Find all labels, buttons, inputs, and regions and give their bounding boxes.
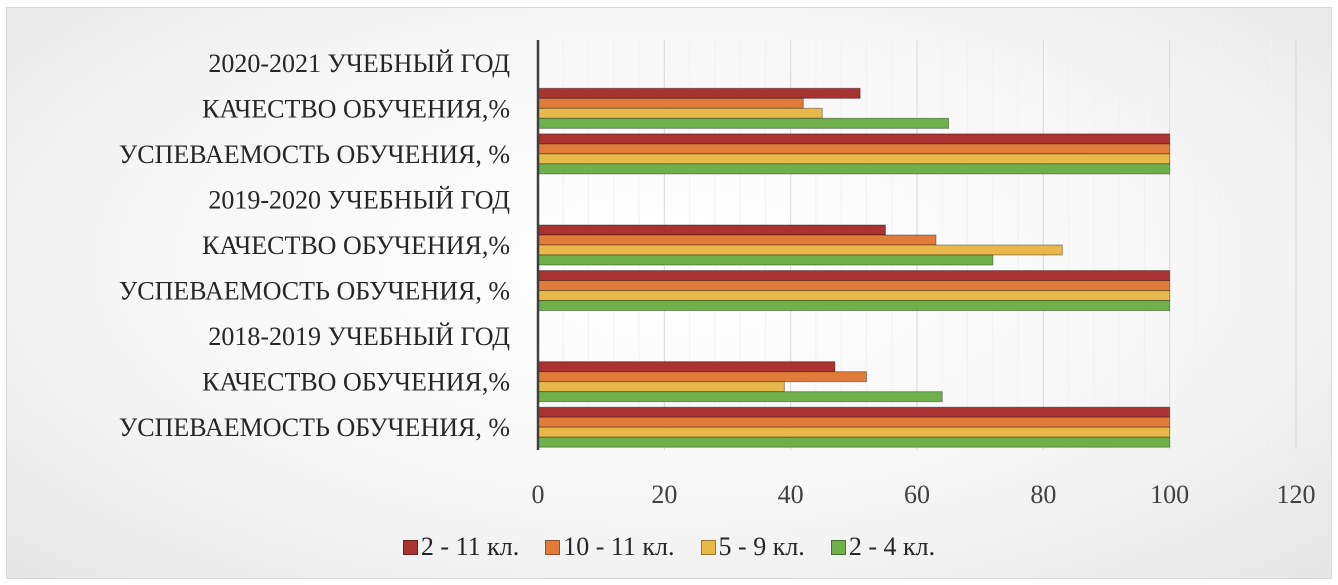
x-tick-label: 0 xyxy=(532,480,545,509)
bar xyxy=(537,224,886,236)
bar xyxy=(537,244,1063,256)
bar xyxy=(537,381,785,393)
x-tick-label: 100 xyxy=(1150,480,1189,509)
legend-swatch xyxy=(402,539,418,555)
legend-swatch xyxy=(830,539,846,555)
legend-item: 2 - 11 кл. xyxy=(402,532,520,562)
bars xyxy=(537,87,1171,448)
bar xyxy=(537,436,1171,448)
bar xyxy=(537,87,861,99)
bar xyxy=(537,290,1171,302)
legend-item: 2 - 4 кл. xyxy=(830,532,936,562)
legend: 2 - 11 кл. 10 - 11 кл. 5 - 9 кл. 2 - 4 кл. xyxy=(0,532,1338,562)
category-label: 2019-2020 УЧЕБНЫЙ ГОД xyxy=(208,185,510,214)
category-label: 2018-2019 УЧЕБНЫЙ ГОД xyxy=(208,322,510,351)
category-label: КАЧЕСТВО ОБУЧЕНИЯ,% xyxy=(202,368,510,397)
category-label: УСПЕВАЕМОСТЬ ОБУЧЕНИЯ, % xyxy=(119,413,510,442)
legend-label: 5 - 9 кл. xyxy=(718,532,805,561)
bar xyxy=(537,133,1171,145)
x-tick-label: 80 xyxy=(1030,480,1056,509)
legend-item: 5 - 9 кл. xyxy=(700,532,805,562)
bar xyxy=(537,391,943,403)
bar xyxy=(537,107,823,119)
x-tick-label: 60 xyxy=(904,480,930,509)
category-label: КАЧЕСТВО ОБУЧЕНИЯ,% xyxy=(202,94,510,123)
bar xyxy=(537,280,1171,292)
bar xyxy=(537,97,804,109)
bar xyxy=(537,117,950,129)
bar xyxy=(537,153,1171,165)
legend-label: 10 - 11 кл. xyxy=(563,532,675,561)
category-label: УСПЕВАЕМОСТЬ ОБУЧЕНИЯ, % xyxy=(119,277,510,306)
category-label: УСПЕВАЕМОСТЬ ОБУЧЕНИЯ, % xyxy=(119,140,510,169)
bar xyxy=(537,254,994,266)
bar xyxy=(537,426,1171,438)
x-tick-label: 20 xyxy=(651,480,677,509)
x-tick-label: 120 xyxy=(1277,480,1316,509)
bar xyxy=(537,416,1171,428)
bar xyxy=(537,270,1171,282)
bar xyxy=(537,371,867,383)
legend-swatch xyxy=(545,539,561,555)
bar xyxy=(537,300,1171,312)
category-label: КАЧЕСТВО ОБУЧЕНИЯ,% xyxy=(202,231,510,260)
bar xyxy=(537,361,836,373)
legend-item: 10 - 11 кл. xyxy=(545,532,675,562)
labels: УСПЕВАЕМОСТЬ ОБУЧЕНИЯ, % КАЧЕСТВО ОБУЧЕНИ… xyxy=(119,49,1316,509)
legend-label: 2 - 11 кл. xyxy=(420,532,520,561)
bar xyxy=(537,406,1171,418)
x-tick-label: 40 xyxy=(778,480,804,509)
category-label: 2020-2021 УЧЕБНЫЙ ГОД xyxy=(208,49,510,78)
legend-swatch xyxy=(700,539,716,555)
legend-label: 2 - 4 кл. xyxy=(848,532,936,561)
bar xyxy=(537,143,1171,155)
bar xyxy=(537,234,937,246)
bar xyxy=(537,163,1171,175)
